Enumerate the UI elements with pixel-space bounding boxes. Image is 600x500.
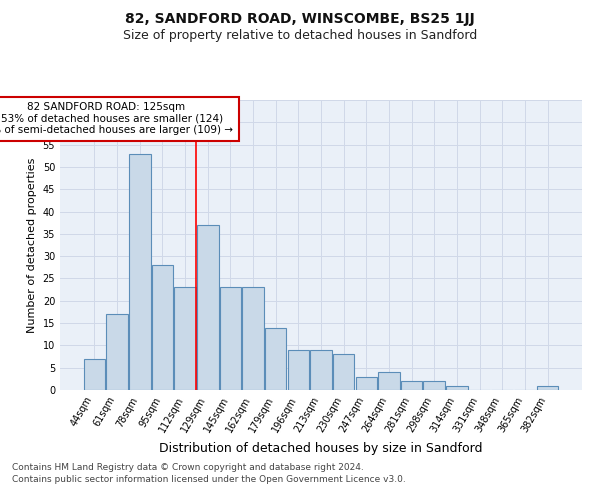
- Bar: [424, 381, 445, 390]
- Bar: [378, 372, 400, 390]
- Bar: [152, 265, 173, 390]
- Bar: [175, 288, 196, 390]
- Bar: [242, 288, 264, 390]
- Bar: [265, 328, 286, 390]
- Text: Contains HM Land Registry data © Crown copyright and database right 2024.: Contains HM Land Registry data © Crown c…: [12, 464, 364, 472]
- Bar: [106, 314, 128, 390]
- Bar: [287, 350, 309, 390]
- Bar: [537, 386, 558, 390]
- Bar: [84, 359, 105, 390]
- Bar: [356, 376, 377, 390]
- Text: 82, SANDFORD ROAD, WINSCOMBE, BS25 1JJ: 82, SANDFORD ROAD, WINSCOMBE, BS25 1JJ: [125, 12, 475, 26]
- Y-axis label: Number of detached properties: Number of detached properties: [27, 158, 37, 332]
- Bar: [446, 386, 467, 390]
- Bar: [310, 350, 332, 390]
- Text: Contains public sector information licensed under the Open Government Licence v3: Contains public sector information licen…: [12, 475, 406, 484]
- Bar: [401, 381, 422, 390]
- Bar: [197, 225, 218, 390]
- Bar: [129, 154, 151, 390]
- Bar: [333, 354, 355, 390]
- Text: 82 SANDFORD ROAD: 125sqm
← 53% of detached houses are smaller (124)
47% of semi-: 82 SANDFORD ROAD: 125sqm ← 53% of detach…: [0, 102, 233, 136]
- X-axis label: Distribution of detached houses by size in Sandford: Distribution of detached houses by size …: [159, 442, 483, 456]
- Text: Size of property relative to detached houses in Sandford: Size of property relative to detached ho…: [123, 29, 477, 42]
- Bar: [220, 288, 241, 390]
